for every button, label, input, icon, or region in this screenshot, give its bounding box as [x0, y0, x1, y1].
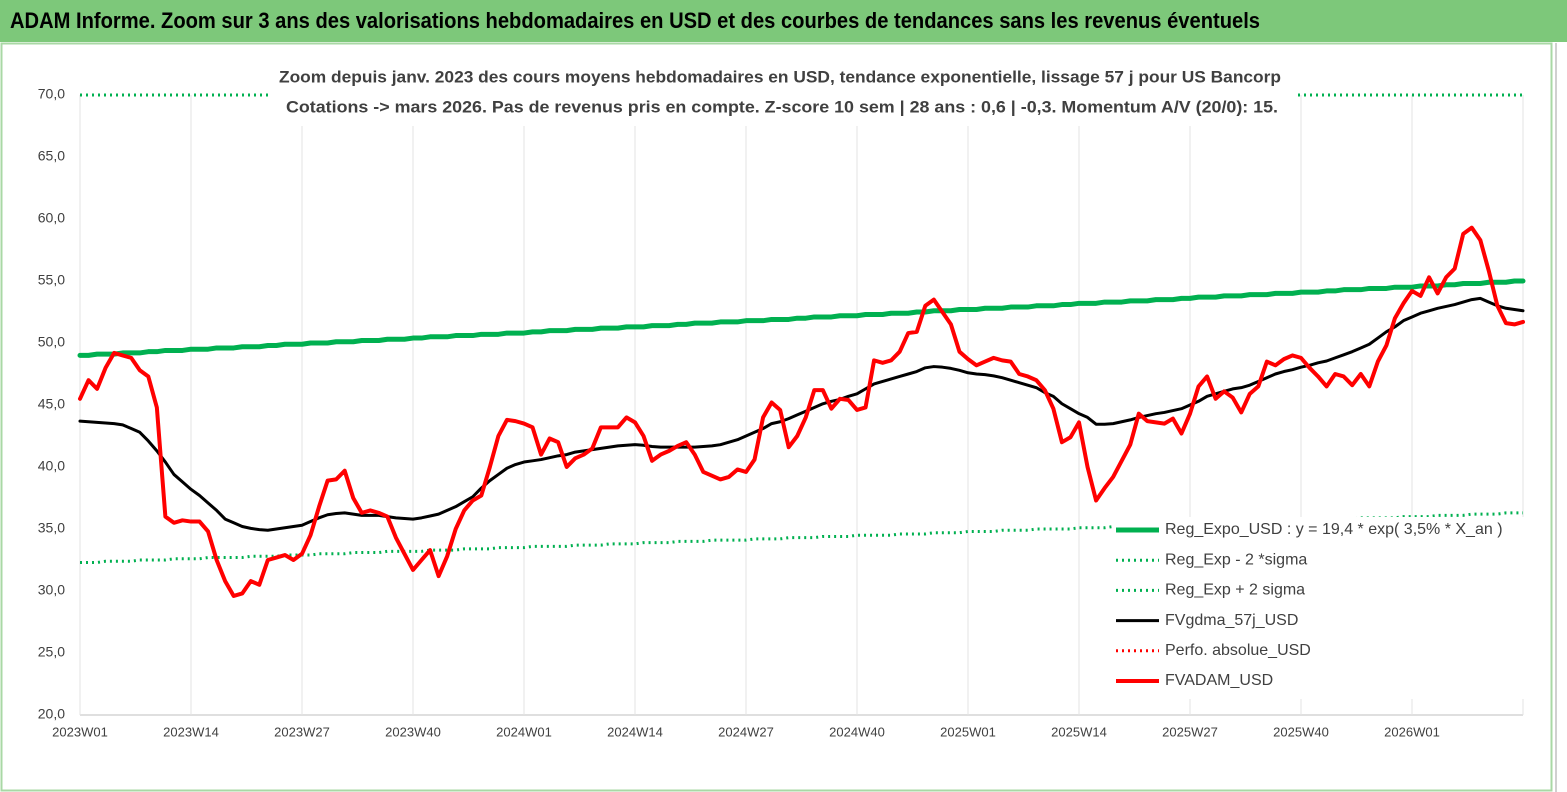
x-tick-label: 2023W40: [385, 724, 441, 739]
legend-label: Reg_Exp + 2 sigma: [1165, 582, 1305, 599]
series-line: [77, 278, 1526, 358]
series-line: [78, 225, 1525, 598]
title-background: [272, 62, 1294, 126]
x-tick-label: 2023W01: [52, 724, 108, 739]
legend-label: Reg_Expo_USD : y = 19,4 * exp( 3,5% * X_…: [1165, 521, 1503, 538]
y-tick-label: 25,0: [38, 644, 65, 660]
overlay: Zoom depuis janv. 2023 des cours moyens …: [272, 62, 1524, 699]
chart-frame: [0, 42, 1553, 792]
y-tick-label: 60,0: [38, 210, 65, 226]
x-tick-label: 2025W01: [940, 724, 996, 739]
y-tick-label: 30,0: [38, 582, 65, 598]
x-tick-label: 2024W27: [718, 724, 774, 739]
y-tick-label: 65,0: [38, 148, 65, 164]
chart-title: Zoom depuis janv. 2023 des cours moyens …: [279, 67, 1281, 86]
y-tick-label: 40,0: [38, 458, 65, 474]
y-tick-label: 35,0: [38, 520, 65, 536]
x-tick-label: 2024W14: [607, 724, 663, 739]
series-line: [78, 296, 1525, 532]
x-tick-label: 2023W14: [163, 724, 219, 739]
legend-label: Perfo. absolue_USD: [1165, 642, 1311, 659]
x-tick-label: 2023W27: [274, 724, 330, 739]
y-tick-label: 55,0: [38, 272, 65, 288]
x-tick-label: 2025W40: [1273, 724, 1329, 739]
x-tick-label: 2026W01: [1384, 724, 1440, 739]
y-tick-label: 70,0: [38, 86, 65, 102]
x-tick-label: 2025W14: [1051, 724, 1107, 739]
header-title: ADAM Informe. Zoom sur 3 ans des valoris…: [10, 8, 1260, 33]
legend-label: FVADAM_USD: [1165, 672, 1273, 689]
legend-label: Reg_Exp - 2 *sigma: [1165, 551, 1307, 568]
x-tick-label: 2025W27: [1162, 724, 1218, 739]
chart-subtitle: Cotations -> mars 2026. Pas de revenus p…: [286, 97, 1278, 116]
series-line: [80, 511, 1523, 564]
legend-label: FVgdma_57j_USD: [1165, 612, 1298, 629]
x-tick-label: 2024W40: [829, 724, 885, 739]
y-tick-label: 20,0: [38, 706, 65, 722]
x-tick-label: 2024W01: [496, 724, 552, 739]
header-bar: [0, 0, 1567, 42]
legend-background: [1112, 517, 1524, 699]
y-tick-label: 45,0: [38, 396, 65, 412]
y-tick-label: 50,0: [38, 334, 65, 350]
